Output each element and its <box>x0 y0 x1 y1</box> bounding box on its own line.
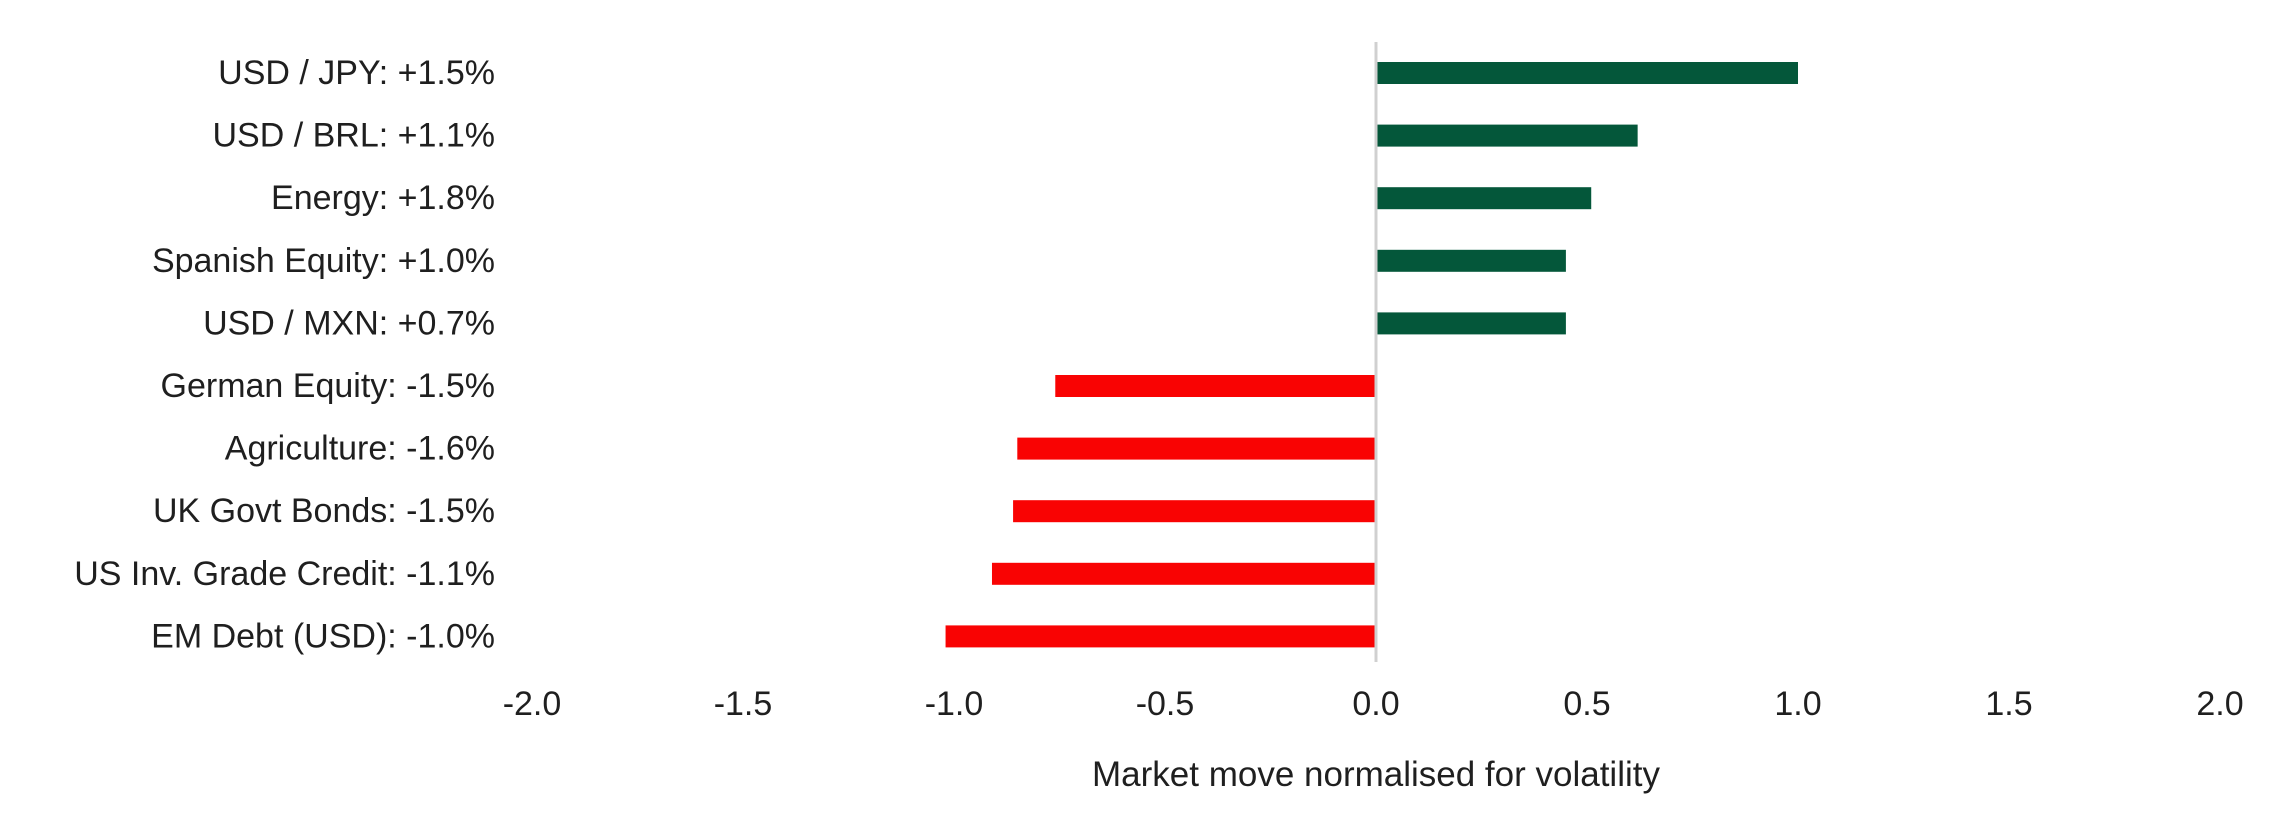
x-tick-label: -1.0 <box>925 685 984 723</box>
category-label: USD / JPY: +1.5% <box>218 54 495 92</box>
bar <box>945 625 1376 648</box>
x-tick-label: -0.5 <box>1136 685 1195 723</box>
x-tick-label: 2.0 <box>2196 685 2243 723</box>
category-label: US Inv. Grade Credit: -1.1% <box>74 555 495 593</box>
bar <box>1376 62 1798 84</box>
x-axis-title: Market move normalised for volatility <box>1092 755 1660 794</box>
category-label: EM Debt (USD): -1.0% <box>151 617 495 655</box>
bar <box>1376 124 1638 147</box>
category-label: Energy: +1.8% <box>271 179 495 217</box>
bar <box>1376 312 1566 335</box>
bar <box>1055 375 1376 397</box>
category-label: USD / BRL: +1.1% <box>212 117 495 155</box>
x-tick-label: 1.5 <box>1985 685 2032 723</box>
x-tick-label: -2.0 <box>503 685 562 723</box>
category-label: German Equity: -1.5% <box>161 367 495 405</box>
x-tick-labels: -2.0 -1.5 -1.0 -0.5 0.0 0.5 1.0 1.5 2.0 <box>503 685 2244 723</box>
category-label: USD / MXN: +0.7% <box>203 304 495 342</box>
category-label: UK Govt Bonds: -1.5% <box>153 492 495 530</box>
bars-group <box>945 62 1798 648</box>
category-label: Agriculture: -1.6% <box>225 430 495 468</box>
x-tick-label: -1.5 <box>714 685 773 723</box>
x-tick-label: 1.0 <box>1774 685 1821 723</box>
bar <box>1013 500 1376 523</box>
bar <box>1376 187 1592 210</box>
bar <box>1017 437 1376 460</box>
x-tick-label: 0.5 <box>1563 685 1610 723</box>
bar <box>991 562 1376 585</box>
category-label: Spanish Equity: +1.0% <box>152 242 495 280</box>
category-labels: USD / JPY: +1.5% USD / BRL: +1.1% Energy: … <box>74 54 495 655</box>
x-tick-label: 0.0 <box>1352 685 1399 723</box>
bar <box>1376 249 1566 272</box>
